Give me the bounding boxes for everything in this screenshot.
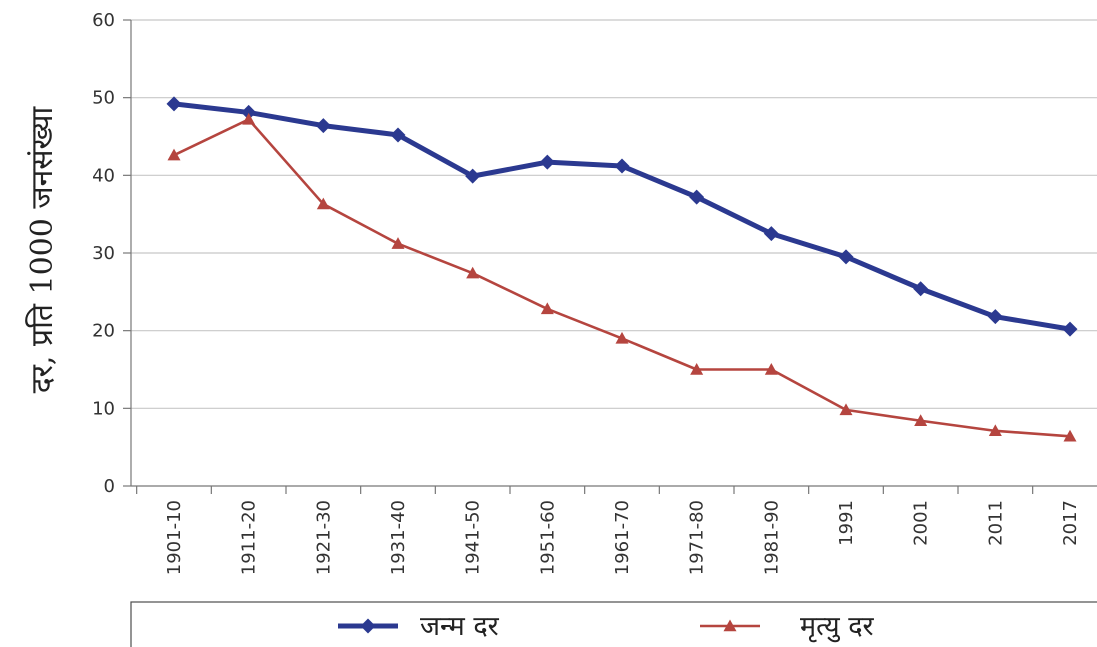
data-point [390,127,406,143]
y-tick-label: 10 [92,398,115,419]
data-point [913,281,929,297]
data-point [763,226,779,242]
data-point [242,112,256,125]
data-point [315,118,331,134]
data-point [987,309,1003,325]
x-tick-label: 1901-10 [164,500,185,575]
x-tick-label: 2017 [1060,500,1081,546]
data-point [764,363,778,375]
x-tick-label: 2001 [911,500,932,546]
x-tick-label: 1931-40 [388,500,409,575]
data-point [1062,321,1078,337]
series-lines [166,96,1078,442]
data-point [914,414,928,426]
y-axis-title: दर, प्रति 1000 जनसंख्या [25,106,60,394]
legend-item-1: जन्म दर [338,611,500,642]
x-tick-label: 1921-30 [313,500,334,575]
data-point [166,96,182,112]
y-tick-label: 60 [92,10,115,31]
series-2 [167,112,1077,442]
x-tick-label: 1961-70 [612,500,633,575]
y-tick-label: 20 [92,321,115,342]
data-point [614,158,630,174]
data-point [690,363,704,375]
legend-marker [723,619,737,632]
x-tick-label: 1941-50 [463,500,484,575]
x-tick-label: 1981-90 [761,500,782,575]
data-point [615,331,629,344]
series-1 [166,96,1078,337]
legend-label: जन्म दर [420,611,500,642]
series-line [173,101,1071,332]
data-point [316,197,330,210]
legend-label: मृत्यु दर [800,611,875,643]
data-point [1063,429,1077,442]
data-point [838,249,854,265]
legend-item-2: मृत्यु दर [700,611,875,643]
data-point [465,168,481,184]
x-tick-label: 1911-20 [239,500,260,575]
legend: जन्म दर मृत्यु दर [130,601,1097,647]
data-point [689,189,705,205]
x-tick-label: 1971-80 [687,500,708,575]
data-point [539,154,555,170]
axes [123,19,1097,494]
grid-lines [131,19,1097,409]
x-tick-label: 1951-60 [537,500,558,575]
x-tick-labels: 1901-10 1911-20 1921-30 1931-40 1941-50 1951-… [164,500,1081,575]
y-tick-label: 30 [92,243,115,264]
y-tick-label: 40 [92,165,115,186]
y-tick-label: 0 [104,476,115,497]
data-point [466,266,480,279]
x-tick-label: 1991 [836,500,857,546]
data-point [167,148,181,161]
x-tick-label: 2011 [985,500,1006,546]
y-tick-labels: 0 10 20 30 40 50 60 [92,10,115,497]
y-tick-label: 50 [92,88,115,109]
data-point [391,237,405,249]
data-point [988,424,1002,437]
data-point [241,104,257,120]
legend-marker [360,618,376,634]
data-point [839,403,853,416]
data-point [540,302,554,315]
legend-box [130,601,1097,647]
